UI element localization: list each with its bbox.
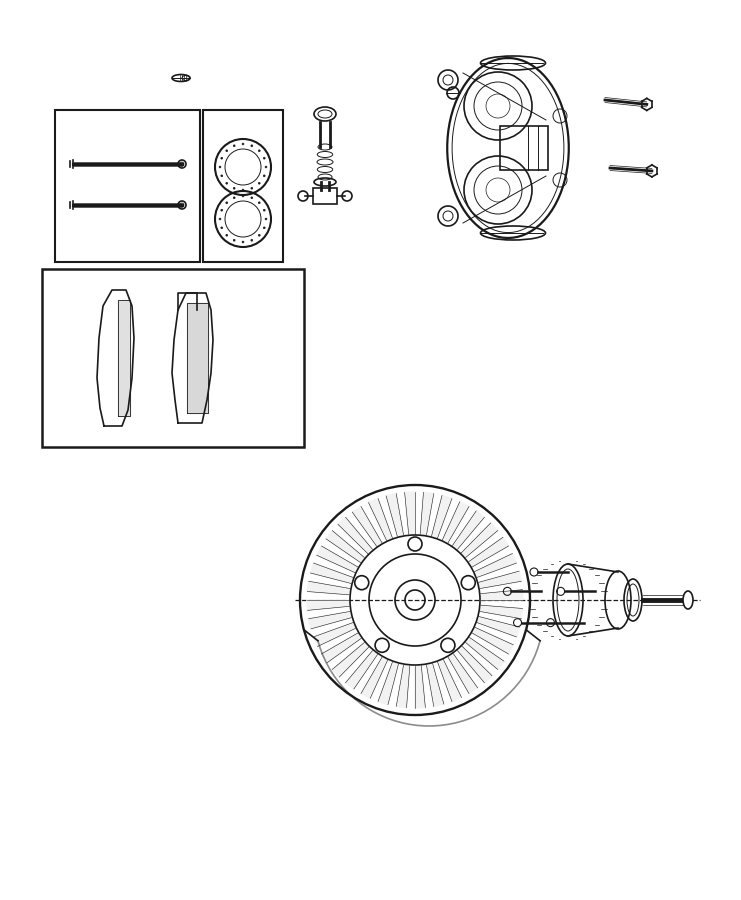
Polygon shape	[187, 303, 208, 413]
Polygon shape	[448, 58, 569, 238]
Polygon shape	[438, 660, 462, 701]
Circle shape	[251, 197, 253, 199]
Polygon shape	[465, 637, 504, 670]
Circle shape	[265, 166, 267, 168]
Polygon shape	[405, 492, 415, 535]
Polygon shape	[332, 643, 369, 677]
Circle shape	[263, 158, 265, 159]
Polygon shape	[396, 665, 410, 707]
Polygon shape	[415, 666, 425, 708]
Polygon shape	[477, 616, 519, 637]
Polygon shape	[427, 663, 444, 706]
Circle shape	[443, 211, 453, 221]
Polygon shape	[313, 623, 356, 646]
Bar	[55, 110, 200, 262]
Polygon shape	[480, 605, 522, 619]
Polygon shape	[322, 633, 362, 662]
Circle shape	[233, 145, 235, 147]
Bar	[313, 188, 337, 204]
Circle shape	[221, 210, 222, 212]
Polygon shape	[316, 546, 358, 572]
Bar	[42, 269, 304, 447]
Polygon shape	[469, 537, 508, 567]
Polygon shape	[310, 563, 353, 583]
Polygon shape	[378, 662, 399, 705]
Bar	[203, 110, 283, 262]
Circle shape	[226, 234, 227, 236]
Polygon shape	[479, 572, 522, 589]
Polygon shape	[97, 290, 134, 426]
Polygon shape	[172, 293, 213, 423]
Polygon shape	[481, 590, 523, 600]
Polygon shape	[338, 518, 373, 554]
Polygon shape	[457, 646, 492, 683]
Circle shape	[226, 202, 227, 203]
Circle shape	[263, 227, 265, 229]
Circle shape	[221, 158, 222, 159]
Circle shape	[242, 189, 244, 191]
Polygon shape	[431, 495, 452, 538]
Bar	[500, 126, 548, 170]
Polygon shape	[309, 611, 351, 629]
Polygon shape	[307, 600, 349, 610]
Polygon shape	[472, 627, 514, 654]
Polygon shape	[326, 531, 365, 562]
Polygon shape	[448, 653, 478, 694]
Polygon shape	[368, 499, 393, 540]
Circle shape	[443, 75, 453, 85]
Circle shape	[233, 187, 235, 189]
Circle shape	[251, 187, 253, 189]
Circle shape	[219, 218, 221, 220]
Polygon shape	[308, 581, 350, 595]
Polygon shape	[386, 493, 404, 536]
Polygon shape	[352, 507, 382, 546]
Circle shape	[219, 166, 221, 168]
Circle shape	[251, 145, 253, 147]
Circle shape	[221, 175, 222, 176]
Circle shape	[233, 239, 235, 241]
Circle shape	[259, 202, 260, 203]
Polygon shape	[420, 492, 433, 535]
Circle shape	[259, 234, 260, 236]
Circle shape	[265, 218, 267, 220]
Circle shape	[259, 149, 260, 151]
Circle shape	[226, 183, 227, 184]
Polygon shape	[474, 554, 516, 578]
Circle shape	[251, 239, 253, 241]
Polygon shape	[442, 501, 469, 543]
Polygon shape	[461, 523, 498, 558]
Polygon shape	[118, 300, 130, 416]
Circle shape	[221, 227, 222, 229]
Circle shape	[263, 210, 265, 212]
Circle shape	[233, 197, 235, 199]
Circle shape	[242, 143, 244, 145]
Circle shape	[226, 149, 227, 151]
Polygon shape	[453, 511, 485, 549]
Polygon shape	[361, 657, 388, 698]
Ellipse shape	[683, 591, 693, 609]
Polygon shape	[345, 651, 378, 689]
Circle shape	[242, 241, 244, 243]
Circle shape	[242, 195, 244, 197]
Circle shape	[263, 175, 265, 176]
Circle shape	[259, 183, 260, 184]
